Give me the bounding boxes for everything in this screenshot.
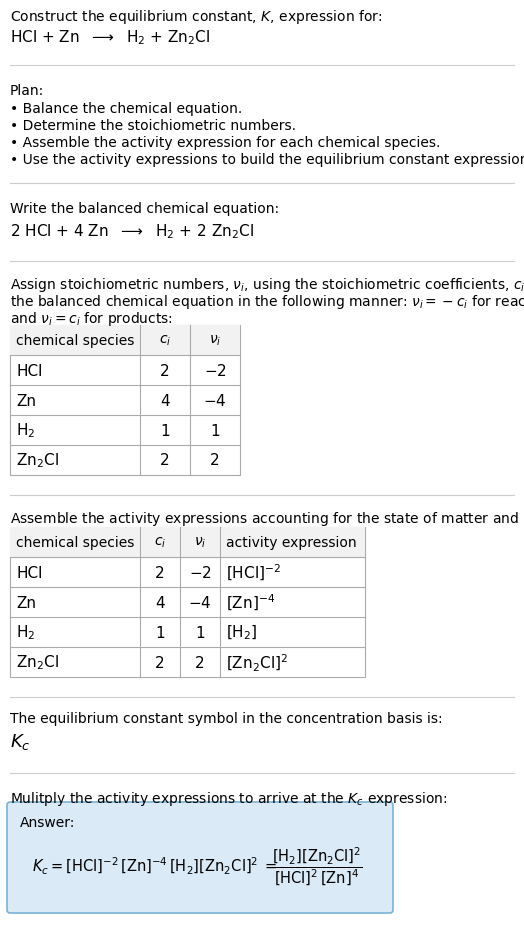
- Text: $[\mathrm{Zn}]^{-4}$: $[\mathrm{Zn}]^{-4}$: [226, 592, 275, 612]
- Text: $\nu_i$: $\nu_i$: [194, 535, 206, 549]
- Text: Zn$_2$Cl: Zn$_2$Cl: [16, 451, 59, 470]
- Text: $-4$: $-4$: [188, 594, 212, 610]
- Text: H$_2$: H$_2$: [16, 421, 35, 440]
- Text: HCl + Zn  $\longrightarrow$  H$_2$ + Zn$_2$Cl: HCl + Zn $\longrightarrow$ H$_2$ + Zn$_2…: [10, 28, 211, 47]
- Text: Zn: Zn: [16, 595, 36, 610]
- Text: chemical species: chemical species: [16, 333, 134, 347]
- Text: Answer:: Answer:: [20, 815, 75, 829]
- Text: $K_c = [\mathrm{HCl}]^{-2} \, [\mathrm{Zn}]^{-4} \, [\mathrm{H_2}][\mathrm{Zn_2C: $K_c = [\mathrm{HCl}]^{-2} \, [\mathrm{Z…: [32, 856, 277, 877]
- Text: H$_2$: H$_2$: [16, 623, 35, 642]
- Text: 4: 4: [160, 393, 170, 408]
- Text: activity expression: activity expression: [226, 535, 357, 549]
- Text: $-2$: $-2$: [203, 363, 226, 379]
- Text: HCl: HCl: [16, 363, 42, 378]
- Bar: [10, 527, 365, 677]
- Text: 2: 2: [155, 565, 165, 580]
- Text: Plan:: Plan:: [10, 84, 44, 98]
- Text: 1: 1: [160, 423, 170, 438]
- Text: Zn$_2$Cl: Zn$_2$Cl: [16, 653, 59, 672]
- Text: • Use the activity expressions to build the equilibrium constant expression.: • Use the activity expressions to build …: [10, 153, 524, 167]
- Text: 1: 1: [195, 625, 205, 640]
- Text: Mulitply the activity expressions to arrive at the $K_c$ expression:: Mulitply the activity expressions to arr…: [10, 789, 447, 807]
- FancyBboxPatch shape: [7, 803, 393, 913]
- Text: Write the balanced chemical equation:: Write the balanced chemical equation:: [10, 202, 279, 216]
- Text: 2: 2: [210, 453, 220, 468]
- Text: HCl: HCl: [16, 565, 42, 580]
- Text: The equilibrium constant symbol in the concentration basis is:: The equilibrium constant symbol in the c…: [10, 711, 443, 725]
- Text: 2: 2: [155, 655, 165, 670]
- Text: Construct the equilibrium constant, $K$, expression for:: Construct the equilibrium constant, $K$,…: [10, 8, 383, 26]
- Bar: [10, 527, 365, 558]
- Text: $-2$: $-2$: [189, 565, 212, 581]
- Text: chemical species: chemical species: [16, 535, 134, 549]
- Text: 2: 2: [160, 453, 170, 468]
- Text: 1: 1: [155, 625, 165, 640]
- Text: the balanced chemical equation in the following manner: $\nu_i = -c_i$ for react: the balanced chemical equation in the fo…: [10, 292, 524, 310]
- Text: • Determine the stoichiometric numbers.: • Determine the stoichiometric numbers.: [10, 119, 296, 133]
- Text: $\nu_i$: $\nu_i$: [209, 333, 221, 347]
- Text: $\dfrac{[\mathrm{H_2}][\mathrm{Zn_2Cl}]^2}{[\mathrm{HCl}]^2 \, [\mathrm{Zn}]^4}$: $\dfrac{[\mathrm{H_2}][\mathrm{Zn_2Cl}]^…: [272, 844, 363, 887]
- Text: $[\mathrm{HCl}]^{-2}$: $[\mathrm{HCl}]^{-2}$: [226, 563, 281, 583]
- Text: 1: 1: [210, 423, 220, 438]
- Text: $c_i$: $c_i$: [154, 535, 166, 549]
- Text: Assemble the activity expressions accounting for the state of matter and $\nu_i$: Assemble the activity expressions accoun…: [10, 509, 524, 527]
- Text: and $\nu_i = c_i$ for products:: and $\nu_i = c_i$ for products:: [10, 309, 173, 327]
- Text: $[\mathrm{Zn_2Cl}]^2$: $[\mathrm{Zn_2Cl}]^2$: [226, 652, 288, 673]
- Text: 4: 4: [155, 595, 165, 610]
- Bar: [10, 326, 240, 475]
- Text: Assign stoichiometric numbers, $\nu_i$, using the stoichiometric coefficients, $: Assign stoichiometric numbers, $\nu_i$, …: [10, 276, 524, 293]
- Text: Zn: Zn: [16, 393, 36, 408]
- Text: $c_i$: $c_i$: [159, 333, 171, 347]
- Text: • Assemble the activity expression for each chemical species.: • Assemble the activity expression for e…: [10, 136, 440, 149]
- Text: 2: 2: [160, 363, 170, 378]
- Text: • Balance the chemical equation.: • Balance the chemical equation.: [10, 102, 242, 116]
- Text: 2 HCl + 4 Zn  $\longrightarrow$  H$_2$ + 2 Zn$_2$Cl: 2 HCl + 4 Zn $\longrightarrow$ H$_2$ + 2…: [10, 222, 254, 241]
- Text: $[\mathrm{H_2}]$: $[\mathrm{H_2}]$: [226, 624, 257, 642]
- Text: 2: 2: [195, 655, 205, 670]
- Bar: [10, 326, 240, 356]
- Text: $-4$: $-4$: [203, 392, 227, 408]
- Text: $K_c$: $K_c$: [10, 731, 30, 751]
